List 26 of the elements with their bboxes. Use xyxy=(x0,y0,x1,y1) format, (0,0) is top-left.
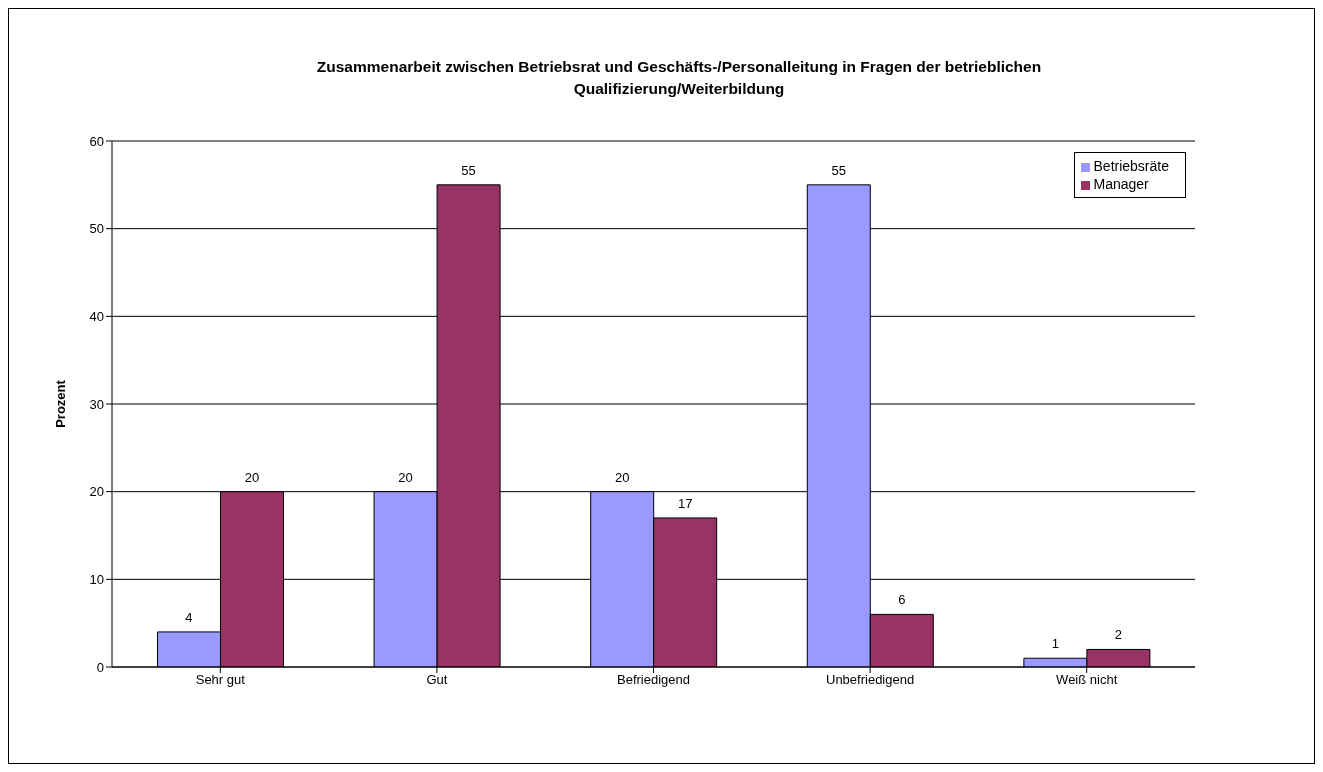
y-tick-label: 30 xyxy=(89,396,104,412)
chart-title: Zusammenarbeit zwischen Betriebsrat und Geschäfts-/Personalleitung in Fragen der betrieblichen Qualifizierung/Weiterbildung xyxy=(315,57,1043,99)
y-tick-label: 60 xyxy=(89,133,104,149)
y-tick-label: 40 xyxy=(89,308,104,324)
data-label: 20 xyxy=(614,469,630,485)
y-tick-label: 0 xyxy=(96,659,104,675)
data-label: 55 xyxy=(831,162,847,178)
data-label: 17 xyxy=(677,495,693,511)
x-tick-label: Unbefriedigend xyxy=(826,672,915,688)
data-label: 20 xyxy=(244,469,260,485)
y-tick-label: 10 xyxy=(89,571,104,587)
x-tick-label: Weiß nicht xyxy=(1056,672,1118,688)
data-label: 1 xyxy=(1051,636,1059,652)
y-axis-title: Prozent xyxy=(52,379,68,428)
data-label: 20 xyxy=(398,469,413,485)
legend-label: Betriebsräte xyxy=(1093,158,1169,174)
data-label: 6 xyxy=(898,592,906,608)
legend-label: Manager xyxy=(1093,176,1149,192)
y-tick-label: 50 xyxy=(89,221,104,237)
data-label: 4 xyxy=(185,609,193,625)
y-tick-label: 20 xyxy=(89,484,104,500)
x-tick-label: Befriedigend xyxy=(617,672,690,688)
data-label: 55 xyxy=(461,162,476,178)
x-tick-label: Sehr gut xyxy=(195,672,246,688)
x-tick-label: Gut xyxy=(426,672,448,688)
data-label: 2 xyxy=(1114,627,1122,643)
